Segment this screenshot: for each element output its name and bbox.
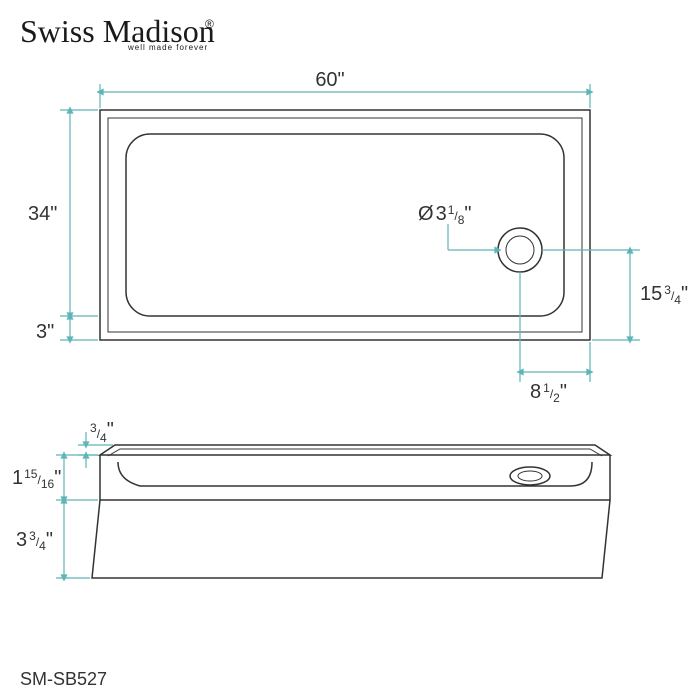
dim-front: 33/4" — [16, 529, 53, 553]
dim-lip: 3/4" — [90, 419, 114, 445]
drain-inner-circle — [506, 236, 534, 264]
sku-label: SM-SB527 — [20, 669, 107, 689]
dim-drain-dia: Ø31/8" — [418, 203, 472, 227]
perspective-view — [92, 445, 610, 578]
dim-width-top: 60" — [315, 69, 344, 91]
drain-outer-circle — [498, 228, 542, 272]
dim-height-left: 34" — [28, 203, 57, 225]
topview-outer-rect — [100, 110, 590, 340]
dim-ledge: 3" — [36, 321, 54, 343]
topview-inner-rect — [126, 134, 564, 316]
dim-offset-bottom: 81/2" — [530, 381, 567, 405]
dim-depth: 115/16" — [12, 467, 61, 491]
brand-tagline: well made forever — [127, 43, 208, 52]
brand-registered: ® — [205, 17, 214, 31]
dim-side-right: 153/4" — [640, 283, 688, 307]
topview-mid-rect — [108, 118, 582, 332]
